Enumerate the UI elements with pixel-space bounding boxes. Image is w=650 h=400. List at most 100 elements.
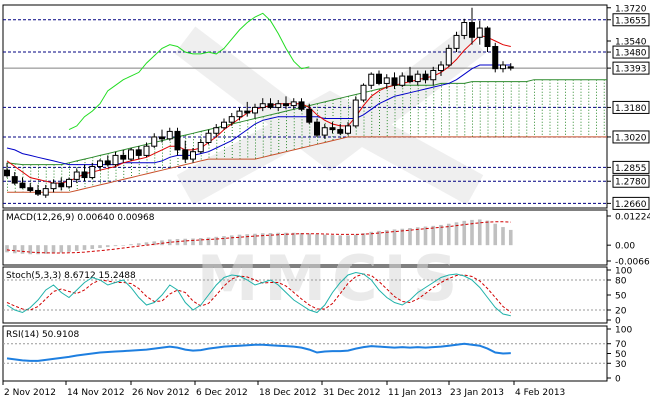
rsi-title: RSI(14) 50.9108 bbox=[6, 330, 79, 340]
candle bbox=[120, 149, 127, 163]
candle bbox=[461, 18, 468, 40]
macd-bar bbox=[315, 234, 319, 246]
macd-bar bbox=[322, 234, 327, 246]
price-axis: 1.3720 1.3655 1.3540 1.3480 1.3393 1.3180 1.30… bbox=[607, 4, 650, 210]
watermark: MMCIS bbox=[174, 26, 486, 315]
candle-body bbox=[236, 110, 243, 118]
candle bbox=[345, 122, 351, 136]
candle-body bbox=[174, 130, 181, 151]
candle bbox=[81, 164, 88, 182]
candle-body bbox=[166, 130, 173, 140]
macd-bar bbox=[384, 230, 389, 246]
macd-tick-label: 0.01224 bbox=[615, 213, 650, 223]
candle bbox=[236, 107, 243, 121]
level-label-box bbox=[612, 130, 650, 144]
candle-body bbox=[337, 129, 344, 134]
candle-body bbox=[4, 169, 10, 177]
candle-body bbox=[438, 64, 444, 72]
candle-body bbox=[283, 103, 289, 107]
macd-bar bbox=[299, 233, 304, 246]
macd-bar bbox=[167, 239, 172, 246]
x-tick-label: 6 Dec 2012 bbox=[196, 388, 248, 398]
level-label-box bbox=[612, 174, 650, 188]
macd-bar bbox=[121, 245, 126, 246]
macd-bar bbox=[136, 243, 141, 246]
candle bbox=[492, 42, 499, 73]
macd-bar bbox=[98, 245, 102, 249]
candle-body bbox=[314, 121, 320, 136]
macd-bar bbox=[67, 245, 71, 252]
candle-body bbox=[368, 73, 375, 86]
macd-bar bbox=[253, 233, 257, 246]
candle bbox=[151, 133, 158, 149]
stoch-k-line bbox=[6, 271, 511, 317]
candle-body bbox=[151, 136, 158, 147]
candle bbox=[182, 140, 189, 163]
macd-bar bbox=[105, 245, 110, 248]
macd-bar bbox=[268, 233, 273, 246]
x-tick-label: 2 Nov 2012 bbox=[4, 388, 56, 398]
candle bbox=[221, 118, 227, 130]
candle bbox=[453, 31, 460, 53]
candle bbox=[337, 124, 344, 136]
candle bbox=[190, 148, 196, 163]
level-label-box bbox=[612, 45, 650, 59]
stoch-tick-label: 80 bbox=[615, 277, 627, 287]
candle bbox=[259, 98, 266, 112]
candle-body bbox=[407, 75, 413, 83]
candle bbox=[306, 103, 313, 125]
macd-bar bbox=[183, 238, 188, 246]
candle-body bbox=[290, 101, 297, 107]
candle bbox=[213, 124, 220, 137]
rsi-tick-label: 0 bbox=[615, 375, 621, 385]
stoch-title: Stoch(5,3,3) 8.6712 15.2488 bbox=[6, 271, 136, 281]
level-label: 1.2855 bbox=[615, 164, 647, 174]
candle-body bbox=[383, 77, 390, 84]
macd-bar bbox=[245, 234, 250, 246]
candle-body bbox=[97, 160, 103, 167]
level-label-box bbox=[612, 160, 650, 174]
candle bbox=[4, 162, 10, 178]
candle bbox=[430, 66, 437, 86]
macd-bar bbox=[400, 228, 405, 246]
candle bbox=[321, 124, 328, 139]
kijun-line bbox=[6, 64, 511, 166]
macd-bar bbox=[485, 220, 490, 246]
macd-bar bbox=[361, 233, 366, 246]
candle bbox=[500, 61, 506, 73]
macd-bar bbox=[198, 238, 203, 246]
candle-body bbox=[469, 22, 475, 38]
price-tick-label: 1.3720 bbox=[615, 4, 647, 14]
macd-bar bbox=[59, 245, 64, 253]
candle-body bbox=[213, 127, 220, 134]
candle bbox=[128, 148, 134, 161]
macd-bar bbox=[113, 245, 118, 247]
macd-bar bbox=[377, 230, 381, 246]
candle bbox=[445, 44, 452, 67]
candle-body bbox=[35, 189, 41, 195]
candle-body bbox=[190, 151, 196, 160]
candle-body bbox=[42, 188, 49, 196]
level-label-box bbox=[612, 100, 650, 114]
watermark-text: MMCIS bbox=[197, 242, 464, 315]
stoch-tick-label: 100 bbox=[615, 267, 632, 277]
candle bbox=[104, 155, 111, 167]
candle-body bbox=[275, 103, 282, 108]
candle-body bbox=[391, 77, 398, 86]
x-tick-label: 18 Dec 2012 bbox=[259, 388, 317, 398]
macd-bar bbox=[477, 219, 482, 246]
candle bbox=[27, 183, 34, 193]
macd-bar bbox=[229, 235, 234, 246]
candle-body bbox=[492, 46, 499, 70]
macd-bar bbox=[51, 245, 56, 254]
macd-bar bbox=[508, 229, 513, 246]
level-label: 1.2780 bbox=[615, 178, 647, 188]
macd-signal-line bbox=[6, 221, 511, 254]
level-label-box bbox=[612, 196, 650, 210]
candle bbox=[438, 61, 444, 77]
candle-body bbox=[507, 66, 514, 69]
macd-bar bbox=[90, 245, 95, 249]
candle bbox=[58, 177, 65, 191]
candle bbox=[252, 103, 258, 119]
candle-body bbox=[19, 182, 26, 189]
